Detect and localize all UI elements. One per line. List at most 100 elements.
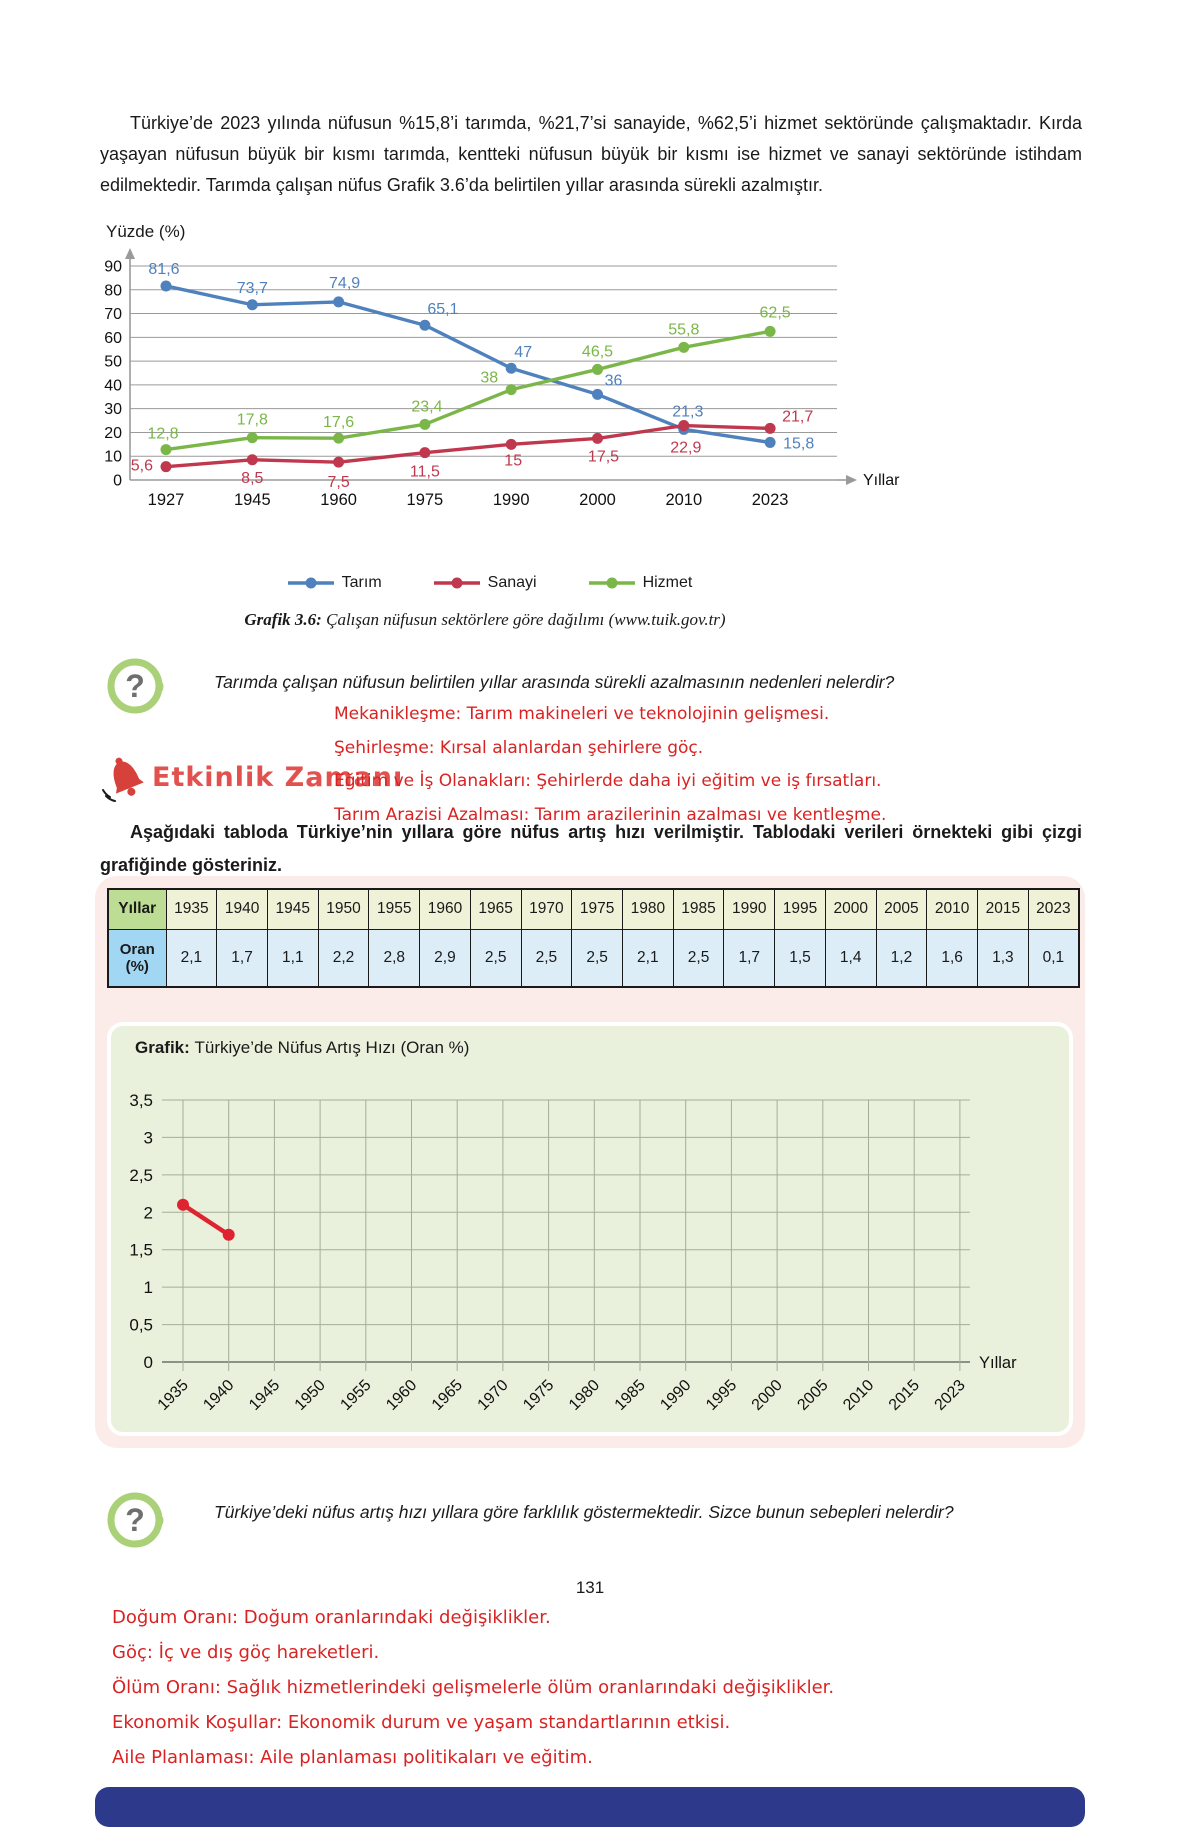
year-cell: 1945 <box>266 888 319 930</box>
svg-text:2023: 2023 <box>932 1377 969 1414</box>
svg-text:10: 10 <box>104 449 122 466</box>
svg-text:81,6: 81,6 <box>148 261 179 278</box>
legend-label: Tarım <box>341 574 382 591</box>
question1-text: Tarımda çalışan nüfusun belirtilen yılla… <box>214 672 895 692</box>
legend-label: Sanayi <box>487 574 537 591</box>
rate-cell: 1,7 <box>723 928 776 988</box>
svg-text:7,5: 7,5 <box>327 474 349 491</box>
rate-cell: 2,2 <box>317 928 370 988</box>
page-footer-bar <box>95 1787 1085 1827</box>
rate-cell: 2,5 <box>672 928 725 988</box>
svg-text:Yıllar: Yıllar <box>979 1354 1017 1372</box>
rate-cell: 2,1 <box>621 928 674 988</box>
rate-cell: 2,1 <box>165 928 218 988</box>
handwritten-answer-line: Doğum Oranı: Doğum oranlarındaki değişik… <box>112 1607 551 1628</box>
svg-text:?: ? <box>125 1502 145 1538</box>
year-cell: 1990 <box>723 888 776 930</box>
year-cell: 1950 <box>317 888 370 930</box>
svg-text:17,5: 17,5 <box>588 448 619 465</box>
rate-cell: 1,4 <box>824 928 877 988</box>
svg-text:17,6: 17,6 <box>323 414 354 431</box>
chart1-caption-text: Çalışan nüfusun sektörlere göre dağılımı… <box>326 610 726 629</box>
svg-text:1945: 1945 <box>246 1377 283 1414</box>
table-header-years: Yıllar <box>107 888 167 930</box>
svg-text:1960: 1960 <box>320 491 357 509</box>
svg-text:2000: 2000 <box>579 491 616 509</box>
svg-text:1970: 1970 <box>475 1377 512 1414</box>
rate-cell: 1,5 <box>774 928 826 988</box>
year-cell: 1960 <box>419 888 471 930</box>
year-cell: 2015 <box>977 888 1029 930</box>
legend-label: Hizmet <box>642 574 693 591</box>
handwritten-answers-1: Mekanikleşme: Tarım makineleri ve teknol… <box>334 698 1154 832</box>
svg-text:2,5: 2,5 <box>129 1166 153 1185</box>
rate-cell: 2,5 <box>520 928 573 988</box>
svg-text:1960: 1960 <box>383 1377 420 1414</box>
svg-text:74,9: 74,9 <box>329 275 360 292</box>
svg-text:60: 60 <box>104 330 122 347</box>
chart1-legend: Tarım Sanayi Hizmet <box>100 574 880 592</box>
rate-cell: 0,1 <box>1027 928 1080 988</box>
bell-icon <box>102 757 144 802</box>
svg-text:46,5: 46,5 <box>582 343 613 360</box>
svg-text:73,7: 73,7 <box>237 280 268 297</box>
svg-text:20: 20 <box>104 425 122 442</box>
svg-text:2010: 2010 <box>840 1377 877 1414</box>
handwritten-answer-line: Eğitim ve İş Olanakları: Şehirlerde daha… <box>334 771 882 791</box>
year-cell: 2023 <box>1027 888 1080 930</box>
year-cell: 2000 <box>824 888 877 930</box>
svg-text:2000: 2000 <box>749 1377 786 1414</box>
svg-text:1990: 1990 <box>493 491 530 509</box>
svg-text:1940: 1940 <box>200 1377 237 1414</box>
chart1-caption: Grafik 3.6: Çalışan nüfusun sektörlere g… <box>100 610 870 630</box>
handwritten-answer-line: Ekonomik Koşullar: Ekonomik durum ve yaş… <box>112 1712 731 1733</box>
svg-text:15: 15 <box>504 452 522 469</box>
chart2-title-text: Türkiye’de Nüfus Artış Hızı (Oran %) <box>194 1038 470 1057</box>
svg-text:1935: 1935 <box>155 1377 192 1414</box>
year-cell: 2010 <box>926 888 978 930</box>
svg-text:2010: 2010 <box>665 491 702 509</box>
svg-text:?: ? <box>125 668 145 704</box>
year-cell: 1975 <box>571 888 623 930</box>
svg-text:1965: 1965 <box>429 1377 466 1414</box>
legend-item-hizmet: Hizmet <box>588 574 693 592</box>
svg-text:2005: 2005 <box>794 1377 831 1414</box>
svg-text:3: 3 <box>144 1128 153 1147</box>
year-cell: 1995 <box>774 888 826 930</box>
svg-text:8,5: 8,5 <box>241 470 263 487</box>
svg-text:1975: 1975 <box>407 491 444 509</box>
chart1-caption-label: Grafik 3.6: <box>244 610 327 629</box>
svg-text:55,8: 55,8 <box>668 321 699 338</box>
activity-instruction: Aşağıdaki tabloda Türkiye’nin yıllara gö… <box>100 822 1082 875</box>
svg-text:21,7: 21,7 <box>782 408 813 425</box>
legend-marker-icon <box>433 577 480 589</box>
svg-text:0: 0 <box>144 1353 153 1372</box>
svg-text:5,6: 5,6 <box>131 458 153 475</box>
rate-cell: 1,1 <box>266 928 319 988</box>
svg-text:1945: 1945 <box>234 491 271 509</box>
svg-text:70: 70 <box>104 306 122 323</box>
legend-marker-icon <box>287 577 334 589</box>
svg-text:2: 2 <box>144 1203 153 1222</box>
svg-text:1950: 1950 <box>292 1377 329 1414</box>
rate-cell: 2,8 <box>368 928 421 988</box>
svg-text:17,8: 17,8 <box>237 412 268 429</box>
svg-text:1975: 1975 <box>520 1377 557 1414</box>
practice-chart-panel <box>107 1022 1073 1436</box>
handwritten-answer-line: Tarım Arazisi Azalması: Tarım arazilerin… <box>334 804 887 825</box>
chart1-y-axis-title: Yüzde (%) <box>106 222 186 241</box>
svg-text:65,1: 65,1 <box>427 301 458 318</box>
svg-text:80: 80 <box>104 282 122 299</box>
rate-cell: 1,3 <box>977 928 1029 988</box>
handwritten-answers-2: Doğum Oranı: Doğum oranlarındaki değişik… <box>112 1600 1112 1775</box>
question-bubble-icon: ? <box>107 658 164 714</box>
chart2-title-label: Grafik: <box>135 1038 195 1057</box>
svg-text:1: 1 <box>144 1278 153 1297</box>
svg-text:12,8: 12,8 <box>147 426 178 443</box>
year-cell: 1970 <box>520 888 573 930</box>
svg-text:62,5: 62,5 <box>760 304 791 321</box>
population-growth-chart: 0 0,5 1 1,5 2 2,5 3 3,5 1935 1940 1945 1950 1955 1960… <box>129 1091 1017 1414</box>
svg-text:40: 40 <box>104 377 122 394</box>
chart2-title: Grafik: Türkiye’de Nüfus Artış Hızı (Ora… <box>135 1038 469 1058</box>
